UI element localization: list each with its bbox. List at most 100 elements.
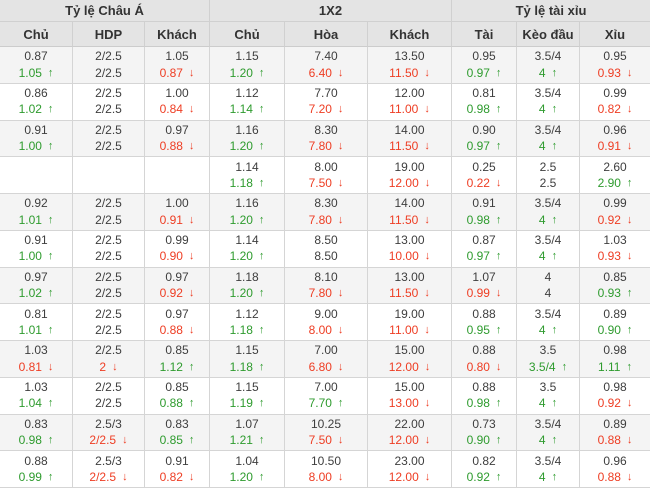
odds-previous-value: 0.97: [165, 122, 189, 137]
trend-up-icon: ↑: [47, 250, 54, 263]
odds-current-value: 0.22: [466, 175, 490, 190]
odds-cell: 2/2.5 2/2.5: [73, 194, 145, 231]
odds-current-value: 1.05: [18, 65, 42, 80]
odds-previous-value: 8.10: [314, 269, 338, 284]
odds-current-value: 0.88: [159, 396, 183, 411]
trend-up-icon: ↑: [47, 470, 54, 483]
odds-current-value: 0.88: [597, 469, 621, 484]
odds-cell: 14.00 11.50 ↓: [368, 194, 452, 231]
odds-previous-value: 10.25: [310, 416, 342, 431]
trend-down-icon: ↓: [424, 250, 431, 263]
odds-current-value: 2/2.5: [95, 212, 122, 227]
odds-row: 0.97 1.02 ↑ 2/2.5 2/2.5 0.97 0.92 ↓ 1.18 1.20 ↑ 8.1…: [0, 267, 650, 305]
odds-current-value: 11.50: [389, 212, 419, 227]
odds-current-value: 4: [544, 286, 552, 300]
trend-down-icon: ↓: [424, 470, 431, 483]
odds-previous-value: 3.5/4: [534, 122, 562, 137]
odds-cell: 8.10 7.80 ↓: [285, 267, 368, 305]
odds-previous-value: 0.95: [603, 49, 627, 64]
trend-up-icon: ↑: [495, 434, 502, 446]
odds-previous-value: 7.00: [314, 380, 338, 394]
trend-up-icon: ↑: [626, 287, 633, 299]
odds-previous-value: 1.16: [235, 196, 259, 211]
trend-down-icon: ↓: [337, 103, 344, 116]
trend-up-icon: ↑: [258, 360, 265, 373]
odds-previous-value: 4: [544, 269, 552, 284]
odds-cell: 1.00 0.91 ↓: [145, 194, 210, 231]
odds-cell: 8.30 7.80 ↓: [285, 120, 368, 158]
odds-cell: 0.88 0.95 ↑: [452, 304, 517, 341]
odds-current-value: 11.00: [389, 322, 419, 337]
odds-cell: 3.5/4 4 ↑: [517, 120, 580, 158]
odds-current-value: 0.93: [597, 249, 621, 264]
odds-cell: 0.89 0.90 ↑: [580, 304, 650, 341]
trend-up-icon: ↑: [47, 323, 54, 336]
odds-current-value: 12.00: [388, 469, 419, 484]
odds-cell: 0.97 0.88 ↓: [145, 120, 210, 158]
trend-down-icon: ↓: [337, 434, 344, 446]
odds-cell: 0.91 1.00 ↑: [0, 120, 73, 158]
odds-previous-value: [0, 159, 72, 175]
odds-cell: 0.97 0.92 ↓: [145, 267, 210, 305]
odds-current-value: 2/2.5: [89, 433, 117, 447]
odds-current-value: 0.95: [466, 322, 490, 337]
odds-cell: 1.16 1.20 ↑: [210, 120, 285, 158]
odds-cell: 1.07 0.99 ↓: [452, 267, 517, 305]
trend-down-icon: ↓: [495, 287, 502, 299]
odds-current-value: 12.00: [388, 175, 419, 190]
odds-cell: 1.15 1.18 ↑: [210, 341, 285, 378]
odds-cell: 3.5/4 4 ↑: [517, 83, 580, 121]
odds-previous-value: 0.81: [472, 86, 496, 100]
odds-current-value: 0.90: [597, 322, 621, 337]
odds-cell: 0.73 0.90 ↑: [452, 414, 517, 452]
odds-previous-value: [73, 159, 144, 175]
odds-previous-value: 0.91: [472, 196, 496, 211]
trend-up-icon: ↑: [495, 213, 502, 226]
odds-current-value: 0.99: [18, 469, 42, 484]
odds-previous-value: 0.90: [472, 122, 496, 137]
odds-current-value: 2/2.5: [95, 286, 122, 300]
odds-cell: 7.00 6.80 ↓: [285, 341, 368, 378]
odds-current-value: 12.00: [388, 433, 419, 447]
odds-cell: 1.04 1.20 ↑: [210, 451, 285, 488]
odds-cell: 3.5/4 4 ↑: [517, 194, 580, 231]
odds-cell: 0.97 0.88 ↓: [145, 304, 210, 341]
odds-previous-value: 3.5/4: [534, 233, 562, 247]
odds-cell: 23.00 12.00 ↓: [368, 451, 452, 488]
odds-previous-value: 1.15: [235, 343, 259, 358]
odds-previous-value: 0.85: [165, 343, 189, 358]
odds-cell: 1.12 1.14 ↑: [210, 83, 285, 121]
odds-previous-value: 15.00: [394, 380, 425, 394]
odds-previous-value: 22.00: [394, 416, 425, 431]
odds-current-value: 0.91: [159, 212, 183, 227]
group-header-asian-odds: Tỷ lệ Châu Á: [0, 0, 210, 22]
odds-cell: 2/2.5 2 ↓: [73, 341, 145, 378]
odds-row: 0.86 1.02 ↑ 2/2.5 2/2.5 1.00 0.84 ↓ 1.12 1.14 ↑ 7.7…: [0, 83, 650, 121]
odds-cell: 1.12 1.18 ↑: [210, 304, 285, 341]
trend-up-icon: ↑: [258, 397, 265, 410]
odds-current-value: 0.97: [466, 65, 490, 80]
odds-row: 1.03 1.04 ↑ 2/2.5 2/2.5 0.85 0.88 ↑ 1.15 1.19 ↑ 7.0…: [0, 377, 650, 415]
odds-previous-value: 3.5/4: [534, 49, 562, 64]
odds-current-value: 0.98: [466, 212, 490, 227]
odds-current-value: 0.93: [597, 286, 621, 300]
odds-previous-value: 0.91: [165, 453, 189, 468]
odds-current-value: 1.20: [229, 249, 253, 264]
odds-cell: 0.87 0.97 ↑: [452, 230, 517, 268]
odds-current-value: 1.18: [229, 175, 253, 190]
odds-current-value: 4: [538, 433, 546, 447]
odds-cell: 0.97 1.02 ↑: [0, 267, 73, 305]
odds-current-value: 12.00: [388, 359, 419, 374]
odds-row: 0.83 0.98 ↑ 2.5/3 2/2.5 ↓ 0.83 0.85 ↑ 1.07 1.21 ↑ 10…: [0, 414, 650, 452]
odds-previous-value: 0.89: [603, 416, 627, 431]
odds-cell: 2/2.5 2/2.5: [73, 47, 145, 84]
trend-down-icon: ↓: [495, 176, 502, 189]
odds-cell: 0.95 0.97 ↑: [452, 47, 517, 84]
odds-cell: 8.30 7.80 ↓: [285, 194, 368, 231]
trend-up-icon: ↑: [258, 323, 265, 336]
odds-previous-value: 1.03: [603, 233, 627, 247]
odds-previous-value: 0.25: [472, 159, 496, 174]
trend-down-icon: ↓: [188, 140, 195, 152]
odds-current-value: 7.80: [308, 286, 332, 300]
odds-row: 0.87 1.05 ↑ 2/2.5 2/2.5 1.05 0.87 ↓ 1.15 1.20 ↑ 7.4…: [0, 47, 650, 84]
